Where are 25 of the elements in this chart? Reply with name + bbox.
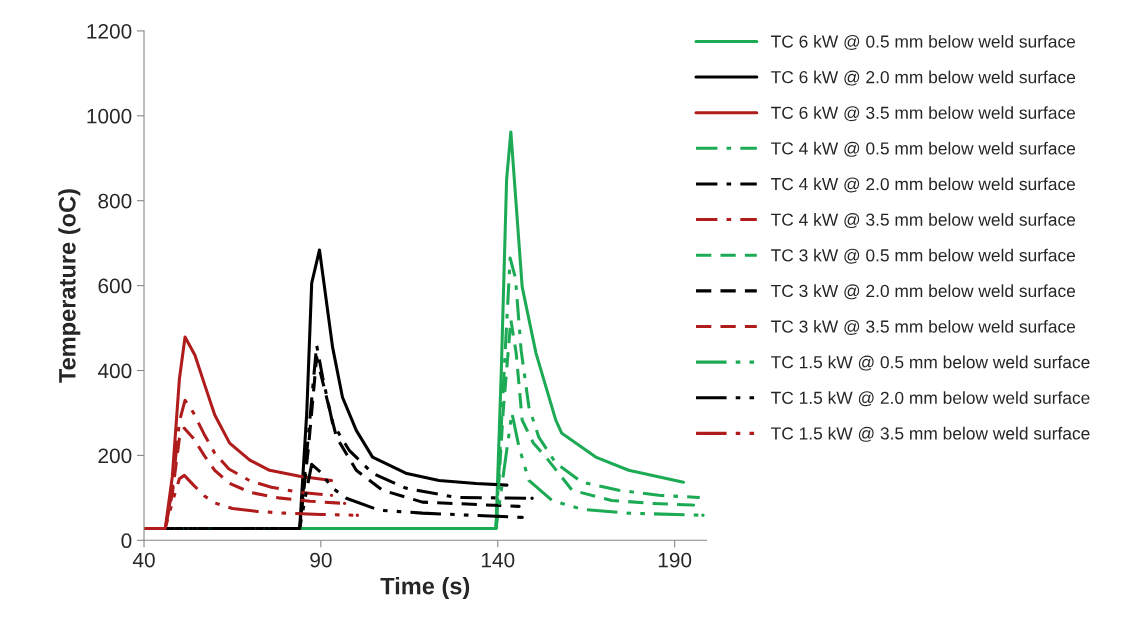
- x-axis-title: Time (s): [380, 577, 470, 600]
- x-tick-label: 190: [658, 552, 692, 568]
- x-tick-label: 90: [310, 552, 332, 568]
- legend-label: TC 1.5 kW @ 2.0 mm below weld surface: [771, 391, 1090, 407]
- legend-label: TC 6 kW @ 2.0 mm below weld surface: [771, 70, 1076, 86]
- legend-label: TC 4 kW @ 0.5 mm below weld surface: [771, 141, 1076, 157]
- legend-label: TC 3 kW @ 2.0 mm below weld surface: [771, 284, 1076, 300]
- legend-label: TC 3 kW @ 0.5 mm below weld surface: [771, 248, 1076, 264]
- x-tick-label: 40: [132, 552, 155, 568]
- y-tick-label: 1000: [87, 108, 132, 124]
- legend-label: TC 3 kW @ 3.5 mm below weld surface: [771, 319, 1076, 335]
- y-tick-label: 800: [98, 193, 132, 209]
- y-tick-label: 600: [98, 278, 132, 294]
- legend-label: TC 1.5 kW @ 0.5 mm below weld surface: [771, 355, 1090, 371]
- y-tick-label: 200: [98, 448, 132, 464]
- x-tick-label: 140: [481, 552, 515, 568]
- legend-label: TC 6 kW @ 3.5 mm below weld surface: [771, 106, 1076, 122]
- legend-label: TC 4 kW @ 2.0 mm below weld surface: [771, 177, 1076, 193]
- y-tick-label: 0: [121, 533, 132, 549]
- y-tick-label: 1200: [87, 23, 132, 39]
- y-axis-title: Temperature (oC): [58, 189, 81, 383]
- y-tick-label: 400: [97, 363, 132, 379]
- legend-label: TC 4 kW @ 3.5 mm below weld surface: [771, 213, 1076, 229]
- legend-label: TC 6 kW @ 0.5 mm below weld surface: [771, 34, 1076, 50]
- legend-label: TC 1.5 kW @ 3.5 mm below weld surface: [771, 426, 1090, 442]
